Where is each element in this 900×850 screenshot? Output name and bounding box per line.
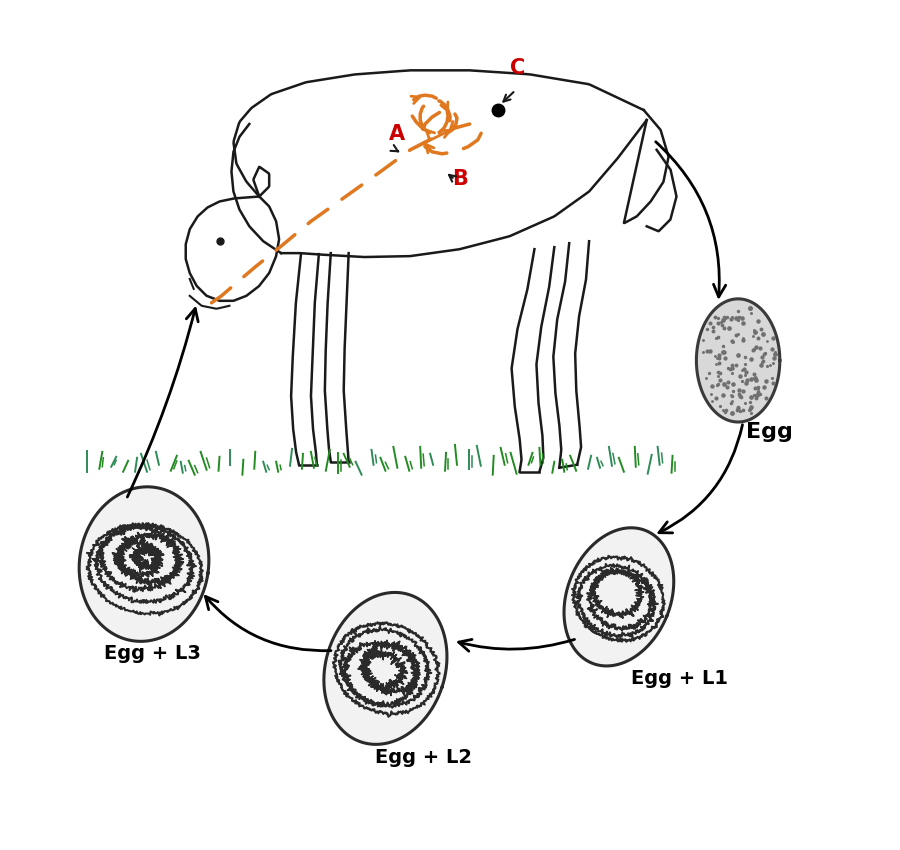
Polygon shape xyxy=(697,299,779,422)
Polygon shape xyxy=(79,487,209,642)
Text: Egg + L1: Egg + L1 xyxy=(631,669,728,689)
Text: Egg + L2: Egg + L2 xyxy=(375,748,473,767)
Polygon shape xyxy=(324,592,447,745)
Text: Egg + L3: Egg + L3 xyxy=(104,644,201,664)
Text: B: B xyxy=(452,168,468,189)
Text: A: A xyxy=(389,124,404,144)
Text: Egg: Egg xyxy=(746,422,793,442)
Polygon shape xyxy=(564,528,674,666)
Text: C: C xyxy=(509,59,525,78)
